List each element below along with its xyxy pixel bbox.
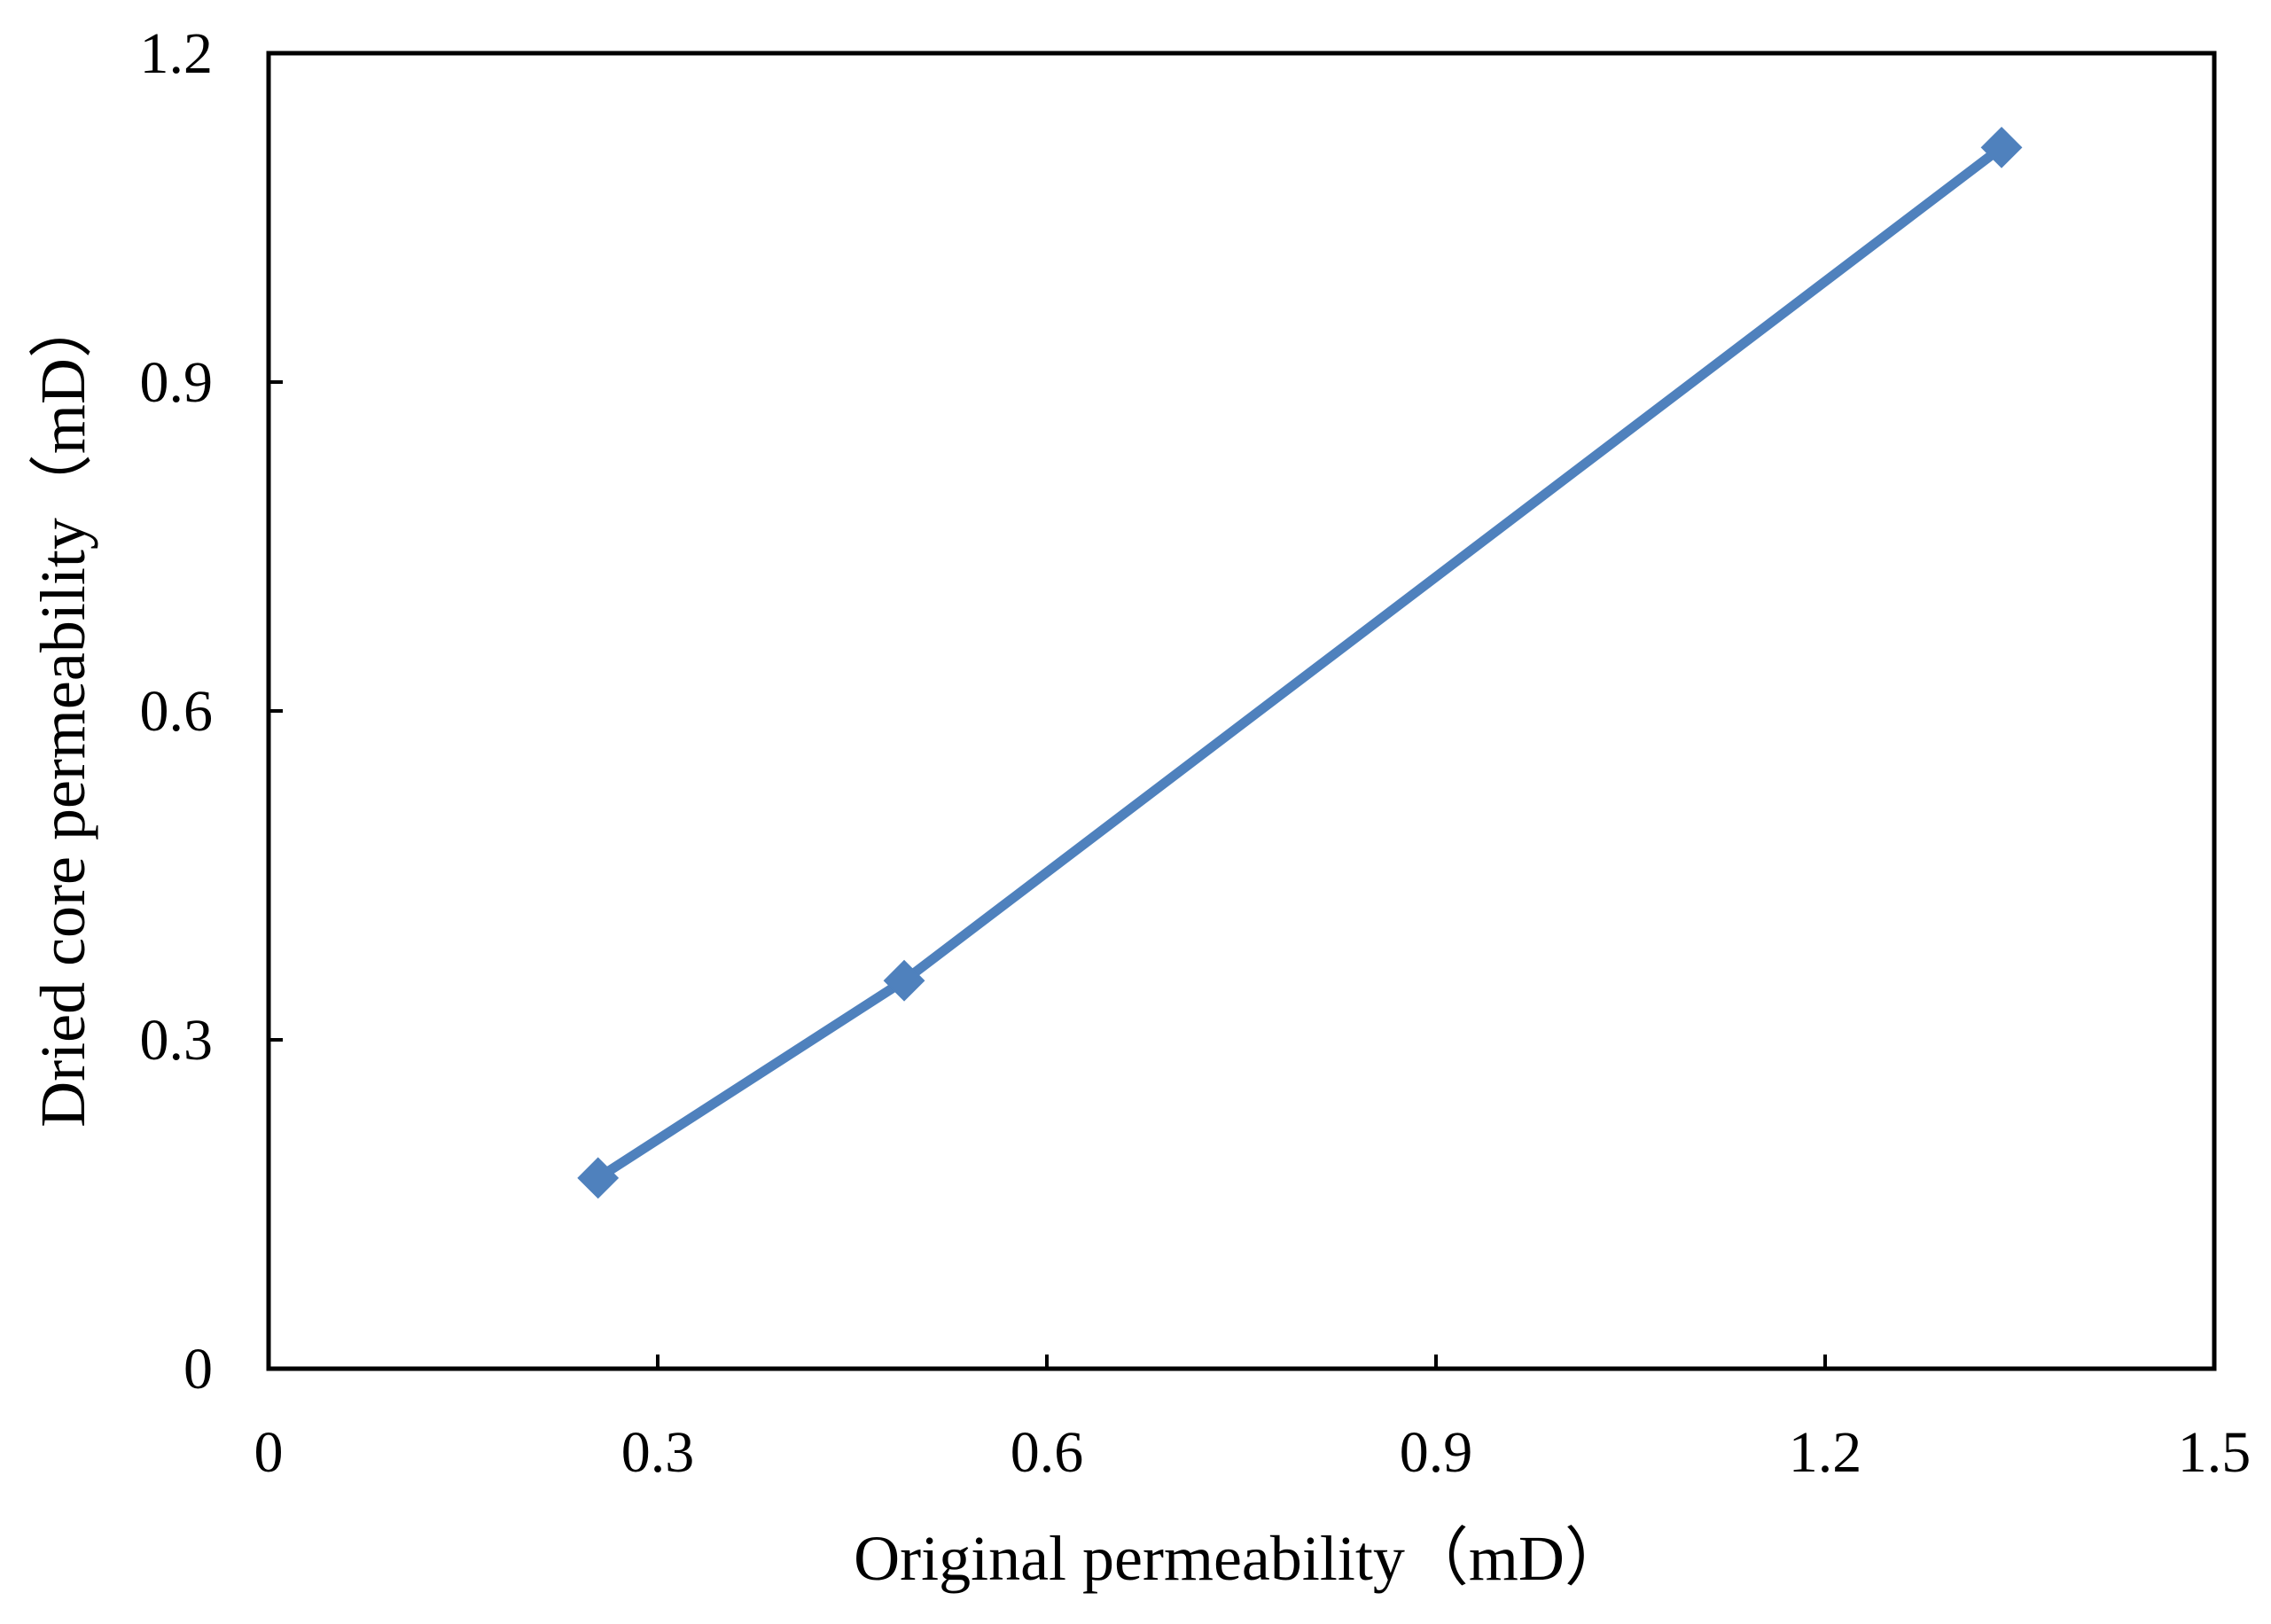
x-tick-label: 0 <box>254 1420 284 1485</box>
series-layer <box>577 126 2023 1199</box>
y-tick-label: 0 <box>183 1337 213 1401</box>
plot-area-frame <box>266 51 2217 1371</box>
x-tick-label: 0.6 <box>1011 1420 1084 1485</box>
y-tick-label: 0.6 <box>140 679 214 744</box>
x-axis-ticks: 0 0.3 0.6 0.9 1.2 1.5 <box>254 1355 2251 1485</box>
y-tick-label: 0.3 <box>140 1008 214 1073</box>
x-tick-label: 0.9 <box>1400 1420 1473 1485</box>
x-tick-label: 0.3 <box>621 1420 695 1485</box>
y-tick-label: 1.2 <box>140 21 214 86</box>
data-point-marker <box>577 1157 620 1199</box>
series-line <box>593 142 2007 1183</box>
x-tick-label: 1.2 <box>1789 1420 1862 1485</box>
x-tick-label: 1.5 <box>2178 1420 2251 1485</box>
data-point-marker <box>1980 126 2023 168</box>
y-axis-label: Dried core permeability（mD） <box>27 294 98 1128</box>
x-axis-label: Original permeability（mD） <box>854 1523 1628 1594</box>
y-axis-ticks: 0 0.3 0.6 0.9 1.2 <box>140 21 283 1401</box>
data-point-marker <box>883 959 925 1002</box>
y-tick-label: 0.9 <box>140 350 214 415</box>
